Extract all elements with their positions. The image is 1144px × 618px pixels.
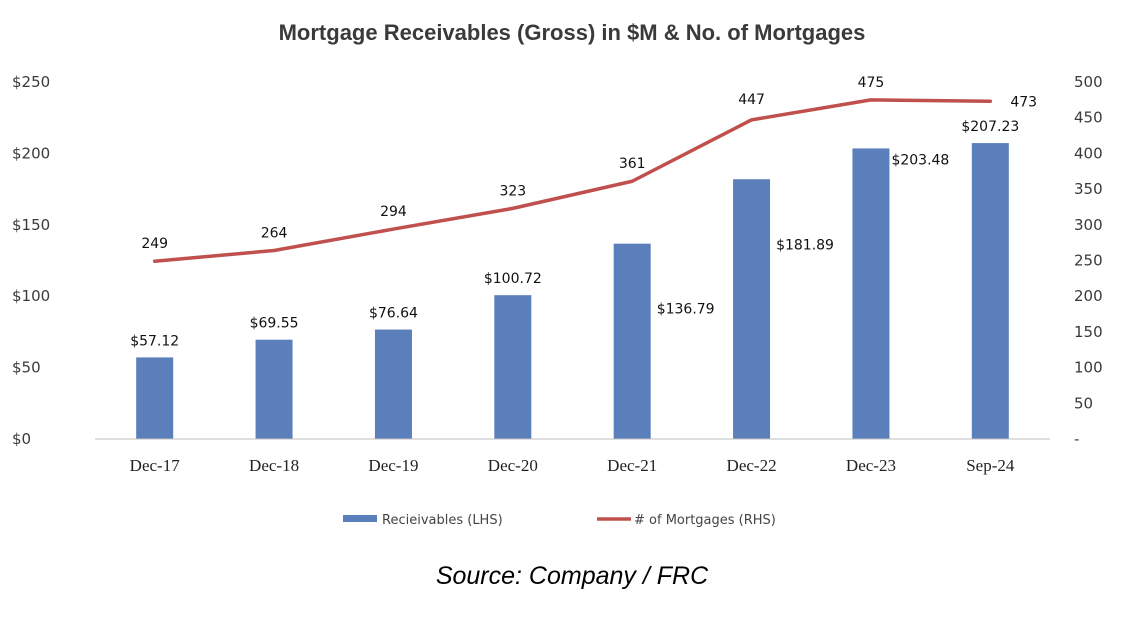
left-axis-tick-label: $0 [12, 430, 31, 448]
bar-data-label: $181.89 [776, 237, 834, 253]
bar-data-label: $69.55 [250, 316, 299, 332]
bar-data-labels: $57.12 $69.55 $76.64 $100.72 $136.79 $181.89 $… [130, 119, 1019, 349]
bar-data-label: $203.48 [891, 152, 949, 168]
bar [494, 295, 532, 439]
bar [852, 148, 890, 440]
line-data-label: 473 [1010, 94, 1037, 110]
bar-series [136, 143, 1009, 440]
line-point [869, 98, 873, 102]
legend: Recieivables (LHS) # of Mortgages (RHS) [343, 513, 776, 528]
line-data-label: 361 [619, 156, 646, 172]
bar-data-label: $76.64 [369, 306, 418, 322]
right-axis-tick-label: 150 [1074, 323, 1103, 341]
line-data-label: 249 [141, 236, 168, 252]
mortgages-line [152, 98, 993, 263]
bar [136, 357, 174, 439]
line-data-label: 475 [858, 75, 885, 91]
x-axis-tick-label: Dec-19 [368, 456, 418, 475]
line-point [988, 99, 992, 103]
bar-data-label: $207.23 [961, 119, 1019, 135]
line-data-label: 264 [261, 226, 288, 242]
right-axis-ticks: - 50 100 150 200 250 300 350 400 450 500 [1074, 73, 1103, 448]
x-axis-tick-label: Dec-22 [727, 456, 777, 475]
left-axis-tick-label: $150 [12, 216, 50, 234]
right-axis-tick-label: 350 [1074, 180, 1103, 198]
x-axis-tick-label: Sep-24 [966, 456, 1015, 475]
chart-title: Mortgage Receivables (Gross) in $M & No.… [279, 20, 866, 45]
legend-bar-label: Recieivables (LHS) [382, 513, 503, 528]
left-axis-tick-label: $200 [12, 144, 50, 162]
bar-data-label: $136.79 [657, 302, 715, 318]
right-axis-tick-label: 500 [1074, 73, 1103, 91]
line-data-label: 447 [738, 92, 765, 108]
right-axis-tick-label: 50 [1074, 394, 1093, 412]
right-axis-tick-label: 400 [1074, 144, 1103, 162]
line-point [750, 118, 754, 122]
line-data-label: 294 [380, 204, 407, 220]
bar-data-label: $100.72 [484, 271, 542, 287]
line-point [153, 259, 157, 263]
legend-bar-swatch [343, 515, 377, 522]
right-axis-tick-label: 100 [1074, 359, 1103, 377]
left-axis-tick-label: $100 [12, 287, 50, 305]
bar [374, 329, 412, 439]
x-axis-tick-label: Dec-21 [607, 456, 657, 475]
line-point [511, 206, 515, 210]
right-axis-tick-label: 250 [1074, 252, 1103, 270]
source-note: Source: Company / FRC [435, 562, 709, 590]
legend-line-label: # of Mortgages (RHS) [634, 513, 776, 528]
bar [613, 243, 651, 439]
bar-data-label: $57.12 [130, 333, 179, 349]
x-axis-ticks: Dec-17 Dec-18 Dec-19 Dec-20 Dec-21 Dec-22 Dec-… [130, 456, 1015, 475]
x-axis-tick-label: Dec-23 [846, 456, 896, 475]
x-axis-tick-label: Dec-17 [130, 456, 181, 475]
bar [255, 339, 293, 439]
right-axis-tick-label: 200 [1074, 287, 1103, 305]
line-point [391, 227, 395, 231]
right-axis-tick-label: 300 [1074, 216, 1103, 234]
left-axis-tick-label: $250 [12, 73, 50, 91]
right-axis-tick-label: - [1074, 430, 1079, 448]
bar [971, 143, 1009, 439]
bar [733, 179, 771, 439]
line-point [630, 179, 634, 183]
x-axis-tick-label: Dec-18 [249, 456, 299, 475]
line-data-labels: 249 264 294 323 361 447 475 473 [141, 75, 1037, 252]
line-data-label: 323 [499, 183, 526, 199]
chart-svg: Mortgage Receivables (Gross) in $M & No.… [12, 20, 1103, 528]
left-axis-ticks: $0 $50 $100 $150 $200 $250 [12, 73, 50, 448]
right-axis-tick-label: 450 [1074, 109, 1103, 127]
line-point [272, 249, 276, 253]
line-series [152, 98, 993, 263]
x-axis-tick-label: Dec-20 [488, 456, 538, 475]
left-axis-tick-label: $50 [12, 359, 41, 377]
